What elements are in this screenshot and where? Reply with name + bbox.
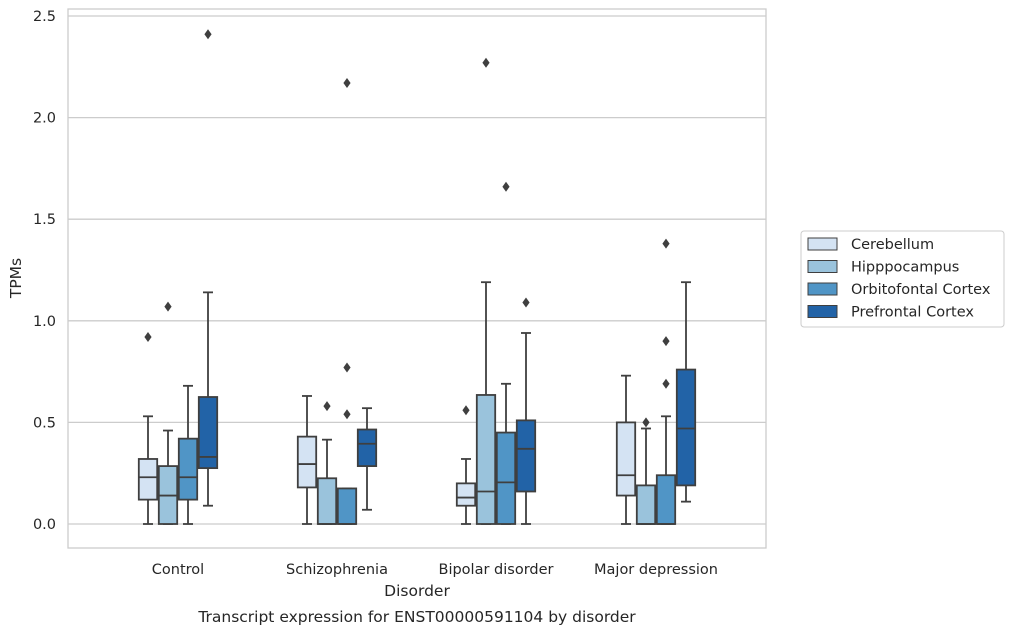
box-plots: [137, 29, 697, 525]
x-axis-label: Disorder: [384, 582, 450, 600]
box: [615, 421, 637, 497]
y-axis-ticks: 0.0 0.5 1.0 1.5 2.0 2.5: [33, 9, 56, 533]
outlier-marker: [343, 362, 351, 373]
box-plot: [515, 297, 537, 525]
outlier-marker: [482, 57, 490, 68]
y-axis-label: TPMs: [7, 258, 25, 299]
chart-caption: Transcript expression for ENST0000059110…: [197, 608, 636, 626]
box-plot: [675, 281, 697, 503]
legend-label: Orbitofontal Cortex: [851, 282, 991, 298]
box-plot: [356, 407, 378, 511]
y-tick-label: 0.5: [33, 415, 56, 431]
box: [296, 435, 318, 489]
y-tick-label: 2.5: [33, 9, 56, 25]
legend-label: Hipppocampus: [851, 260, 959, 276]
box: [316, 477, 338, 525]
outlier-marker: [164, 301, 172, 312]
x-tick-label: Schizophrenia: [286, 562, 388, 578]
box-plot: [157, 301, 179, 525]
box-plot: [495, 181, 517, 525]
outlier-marker: [522, 297, 530, 308]
x-axis-ticks: Control Schizophrenia Bipolar disorder Majo…: [152, 562, 718, 578]
grid-lines: [68, 15, 766, 525]
box: [635, 484, 657, 525]
legend-label: Cerebellum: [851, 237, 934, 253]
legend: Cerebellum Hipppocampus Orbitofontal Corte…: [800, 230, 1005, 328]
outlier-marker: [462, 405, 470, 416]
legend-label: Prefrontal Cortex: [851, 305, 974, 321]
box-plot: [296, 395, 318, 525]
box: [336, 487, 358, 525]
box: [177, 437, 199, 501]
box: [197, 396, 219, 470]
box-plot: [635, 417, 657, 525]
outlier-marker: [204, 29, 212, 40]
box: [655, 474, 677, 525]
box: [475, 394, 497, 525]
outlier-marker: [343, 409, 351, 420]
box-plot: [137, 332, 159, 525]
outlier-marker: [343, 78, 351, 89]
outlier-marker: [662, 336, 670, 347]
box-plot: [455, 405, 477, 525]
box-plot: [655, 238, 677, 525]
box-plot: [336, 78, 358, 525]
box: [137, 458, 159, 501]
box: [455, 482, 477, 507]
y-tick-label: 1.5: [33, 212, 56, 228]
outlier-marker: [662, 378, 670, 389]
y-tick-label: 0.0: [33, 517, 56, 533]
box-plot: [615, 374, 637, 525]
outlier-marker: [662, 238, 670, 249]
box-plot: [316, 401, 338, 525]
x-tick-label: Bipolar disorder: [439, 562, 554, 578]
outlier-marker: [642, 417, 650, 428]
legend-frame: [800, 230, 1005, 328]
y-tick-label: 2.0: [33, 111, 56, 127]
legend-swatch: [807, 305, 838, 318]
x-tick-label: Control: [152, 562, 204, 578]
box-plot: [475, 57, 497, 525]
outlier-marker: [144, 332, 152, 343]
x-tick-label: Major depression: [594, 562, 718, 578]
outlier-marker: [502, 181, 510, 192]
box: [515, 419, 537, 493]
legend-swatch: [807, 237, 838, 251]
box: [495, 431, 517, 525]
outlier-marker: [323, 401, 331, 412]
legend-swatch: [807, 282, 838, 296]
box: [675, 368, 697, 487]
box-plot: [177, 384, 199, 525]
plot-area-frame: [67, 8, 767, 549]
legend-swatch: [807, 260, 838, 273]
box: [356, 428, 378, 467]
box-plot: [197, 29, 219, 507]
y-tick-label: 1.0: [33, 314, 56, 330]
